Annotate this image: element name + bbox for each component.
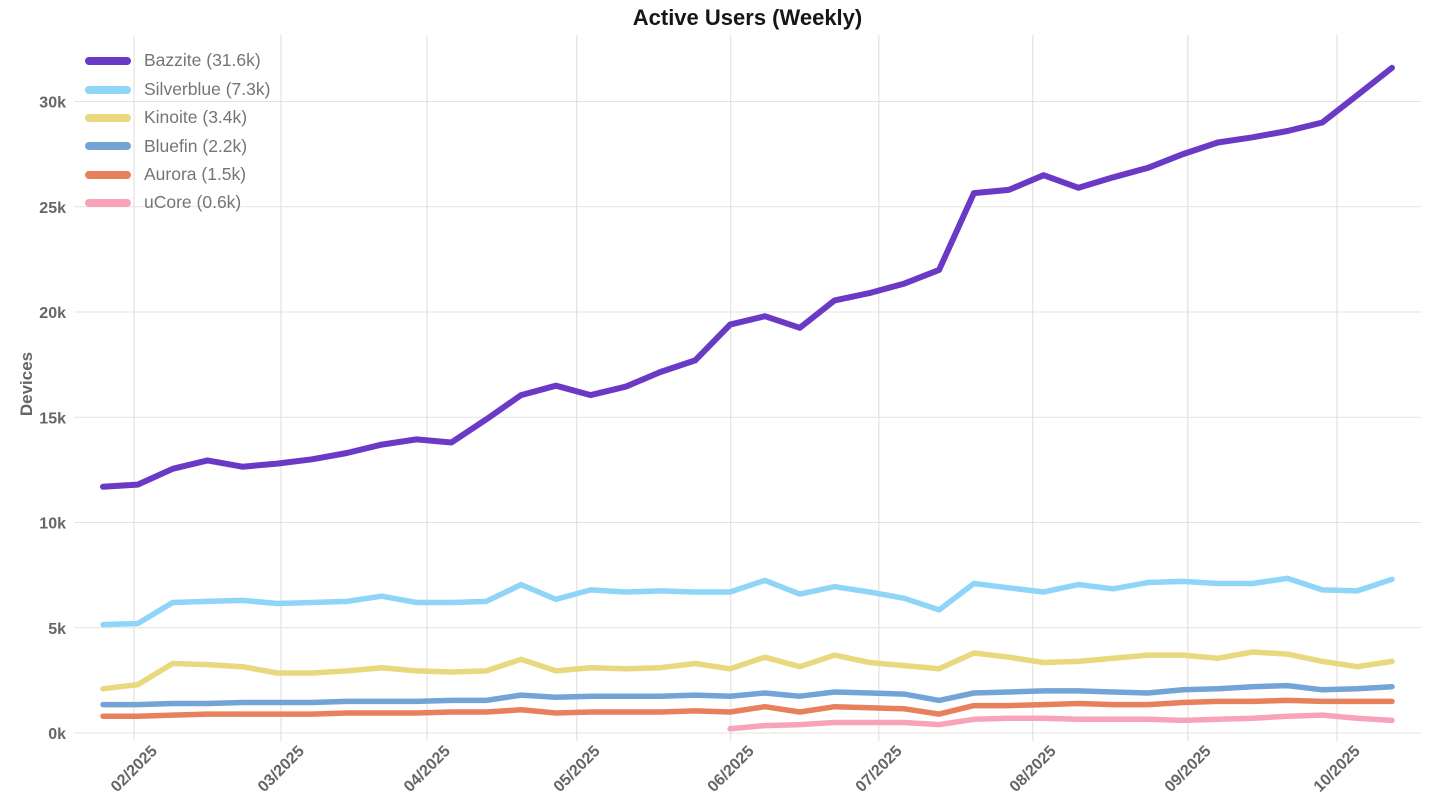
legend-label: Aurora (1.5k) (144, 164, 247, 184)
legend-item-bazzite[interactable]: Bazzite (31.6k) (85, 47, 270, 75)
x-tick-label: 09/2025 (1162, 743, 1215, 796)
y-tick-label: 20k (39, 305, 66, 322)
legend-item-bluefin[interactable]: Bluefin (2.2k) (85, 132, 270, 160)
x-tick-label: 07/2025 (853, 743, 906, 796)
legend-swatch-bluefin (85, 142, 131, 151)
legend-item-aurora[interactable]: Aurora (1.5k) (85, 161, 270, 189)
x-tick-label: 06/2025 (705, 743, 758, 796)
legend-label: Silverblue (7.3k) (144, 78, 271, 99)
series-line-silverblue (100, 575, 1395, 628)
legend-swatch-aurora (85, 170, 131, 179)
legend-item-kinoite[interactable]: Kinoite (3.4k) (85, 104, 270, 132)
legend-label: Bazzite (31.6k) (144, 50, 261, 71)
legend-label: uCore (0.6k) (144, 192, 242, 213)
series-line-bluefin (100, 682, 1395, 708)
legend-swatch-silverblue (85, 85, 131, 94)
x-tick-label: 10/2025 (1311, 743, 1364, 796)
legend: Bazzite (31.6k) Silverblue (7.3k) Kinoite … (85, 47, 270, 217)
y-tick-label: 0k (48, 726, 66, 743)
y-tick-label: 25k (39, 200, 66, 217)
legend-item-ucore[interactable]: uCore (0.6k) (85, 189, 270, 217)
series-line-aurora (100, 697, 1395, 719)
series-line-bazzite (100, 64, 1395, 490)
y-tick-label: 10k (39, 516, 66, 533)
legend-swatch-ucore (85, 199, 131, 208)
series-line-kinoite (100, 649, 1395, 692)
x-tick-label: 04/2025 (401, 743, 454, 796)
y-tick-label: 15k (39, 410, 66, 427)
y-tick-label: 5k (48, 621, 66, 638)
x-tick-label: 03/2025 (255, 743, 308, 796)
y-tick-label: 30k (39, 95, 66, 112)
x-tick-label: 05/2025 (551, 743, 604, 796)
legend-swatch-bazzite (85, 57, 131, 66)
legend-item-silverblue[interactable]: Silverblue (7.3k) (85, 75, 270, 103)
x-tick-label: 02/2025 (108, 743, 161, 796)
x-tick-label: 08/2025 (1007, 743, 1060, 796)
legend-label: Kinoite (3.4k) (144, 107, 248, 128)
chart-title: Active Users (Weekly) (632, 5, 863, 30)
series-line-ucore (727, 712, 1395, 732)
legend-label: Bluefin (2.2k) (144, 135, 248, 156)
legend-swatch-kinoite (85, 113, 131, 122)
